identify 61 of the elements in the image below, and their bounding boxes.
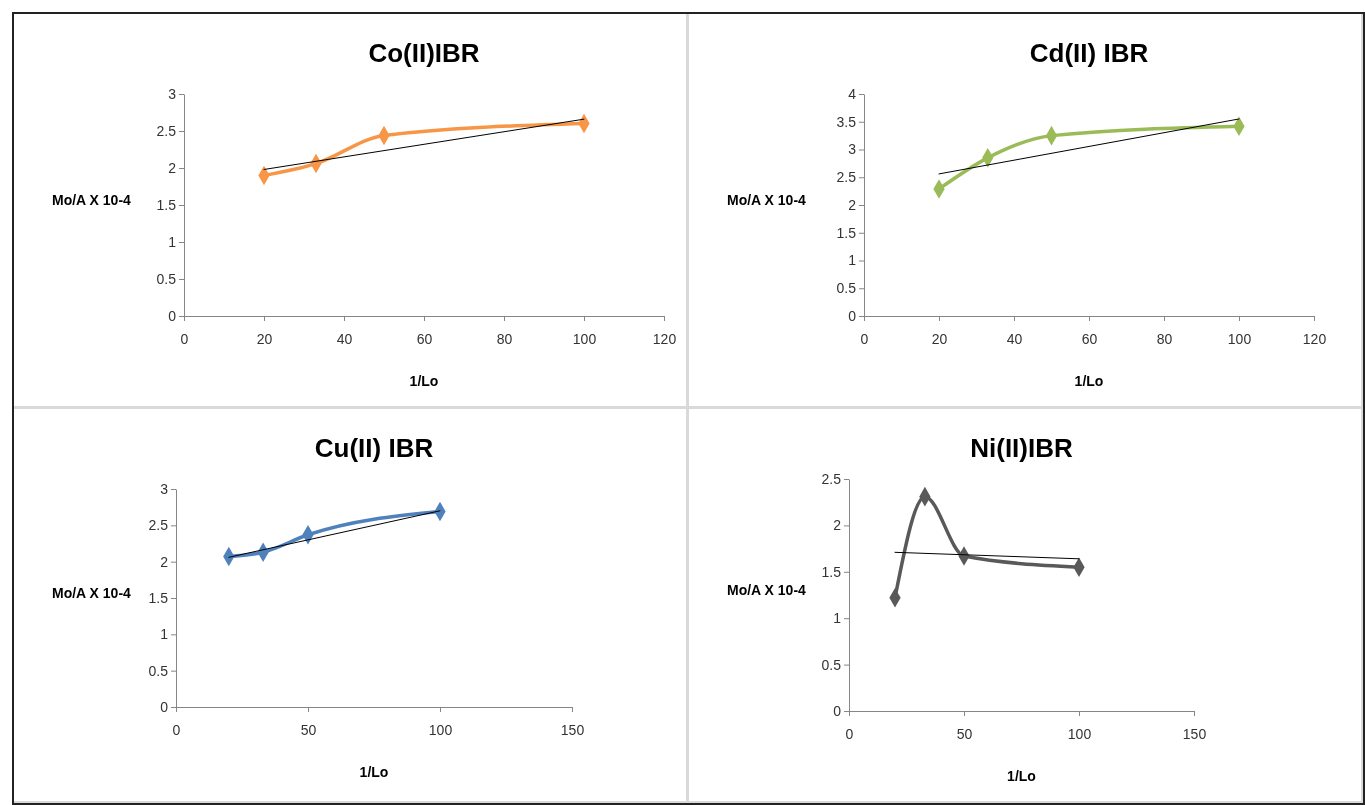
x-tick-label: 50 xyxy=(300,721,317,738)
y-tick-label: 1.5 xyxy=(821,563,842,580)
y-tick-label: 0.5 xyxy=(821,656,842,673)
y-axis-title: Mo/A X 10-4 xyxy=(52,585,132,601)
y-tick-label: 1 xyxy=(848,252,857,269)
y-tick-label: 0.5 xyxy=(148,662,169,679)
y-tick-label: 2 xyxy=(833,517,842,534)
y-tick-label: 0 xyxy=(848,307,857,324)
x-axis-title: 1/Lo xyxy=(409,373,439,389)
chart-title: Cd(II) IBR xyxy=(1029,38,1149,68)
chart-title: Cu(II) IBR xyxy=(314,433,434,463)
x-tick-label: 40 xyxy=(1006,330,1023,347)
y-tick-label: 3 xyxy=(160,480,169,497)
y-tick-label: 1.5 xyxy=(156,196,177,213)
y-tick-label: 2.5 xyxy=(836,169,857,186)
x-tick-label: 100 xyxy=(1067,725,1092,742)
y-tick-label: 2 xyxy=(848,196,857,213)
x-tick-label: 20 xyxy=(931,330,948,347)
x-tick-label: 120 xyxy=(1302,330,1327,347)
y-tick-label: 0.5 xyxy=(156,270,177,287)
x-axis-title: 1/Lo xyxy=(1074,373,1104,389)
x-tick-label: 150 xyxy=(560,721,585,738)
x-tick-label: 150 xyxy=(1182,725,1207,742)
y-tick-label: 0.5 xyxy=(836,280,857,297)
y-tick-label: 3 xyxy=(168,85,177,102)
x-axis-title: 1/Lo xyxy=(1007,768,1036,784)
y-tick-label: 2.5 xyxy=(148,517,169,534)
x-tick-label: 50 xyxy=(956,725,973,742)
chart-title: Co(II)IBR xyxy=(368,38,480,68)
y-tick-label: 2.5 xyxy=(821,470,842,487)
x-axis-title: 1/Lo xyxy=(359,764,389,780)
y-tick-label: 2 xyxy=(160,553,169,570)
x-tick-label: 20 xyxy=(256,330,273,347)
x-tick-label: 100 xyxy=(572,330,597,347)
chart-title: Ni(II)IBR xyxy=(970,433,1073,463)
y-tick-label: 1 xyxy=(168,233,177,250)
y-tick-label: 2 xyxy=(168,159,177,176)
y-axis-title: Mo/A X 10-4 xyxy=(727,192,807,208)
x-tick-label: 100 xyxy=(1227,330,1252,347)
y-tick-label: 1.5 xyxy=(836,224,857,241)
x-tick-label: 0 xyxy=(860,330,869,347)
y-tick-label: 0 xyxy=(160,698,169,715)
x-tick-label: 80 xyxy=(496,330,513,347)
x-tick-label: 40 xyxy=(336,330,353,347)
y-tick-label: 0 xyxy=(833,702,842,719)
x-tick-label: 60 xyxy=(416,330,433,347)
x-tick-label: 120 xyxy=(652,330,677,347)
x-tick-label: 0 xyxy=(180,330,189,347)
y-axis-title: Mo/A X 10-4 xyxy=(727,582,807,598)
y-tick-label: 1 xyxy=(833,610,842,627)
y-tick-label: 4 xyxy=(848,85,857,102)
x-tick-label: 100 xyxy=(428,721,453,738)
x-tick-label: 80 xyxy=(1156,330,1173,347)
y-axis-title: Mo/A X 10-4 xyxy=(52,192,132,208)
y-tick-label: 2.5 xyxy=(156,122,177,139)
y-tick-label: 3 xyxy=(848,141,857,158)
y-tick-label: 0 xyxy=(168,307,177,324)
y-tick-label: 1 xyxy=(160,626,169,643)
y-tick-label: 1.5 xyxy=(148,589,169,606)
x-tick-label: 60 xyxy=(1081,330,1098,347)
y-tick-label: 3.5 xyxy=(836,113,857,130)
